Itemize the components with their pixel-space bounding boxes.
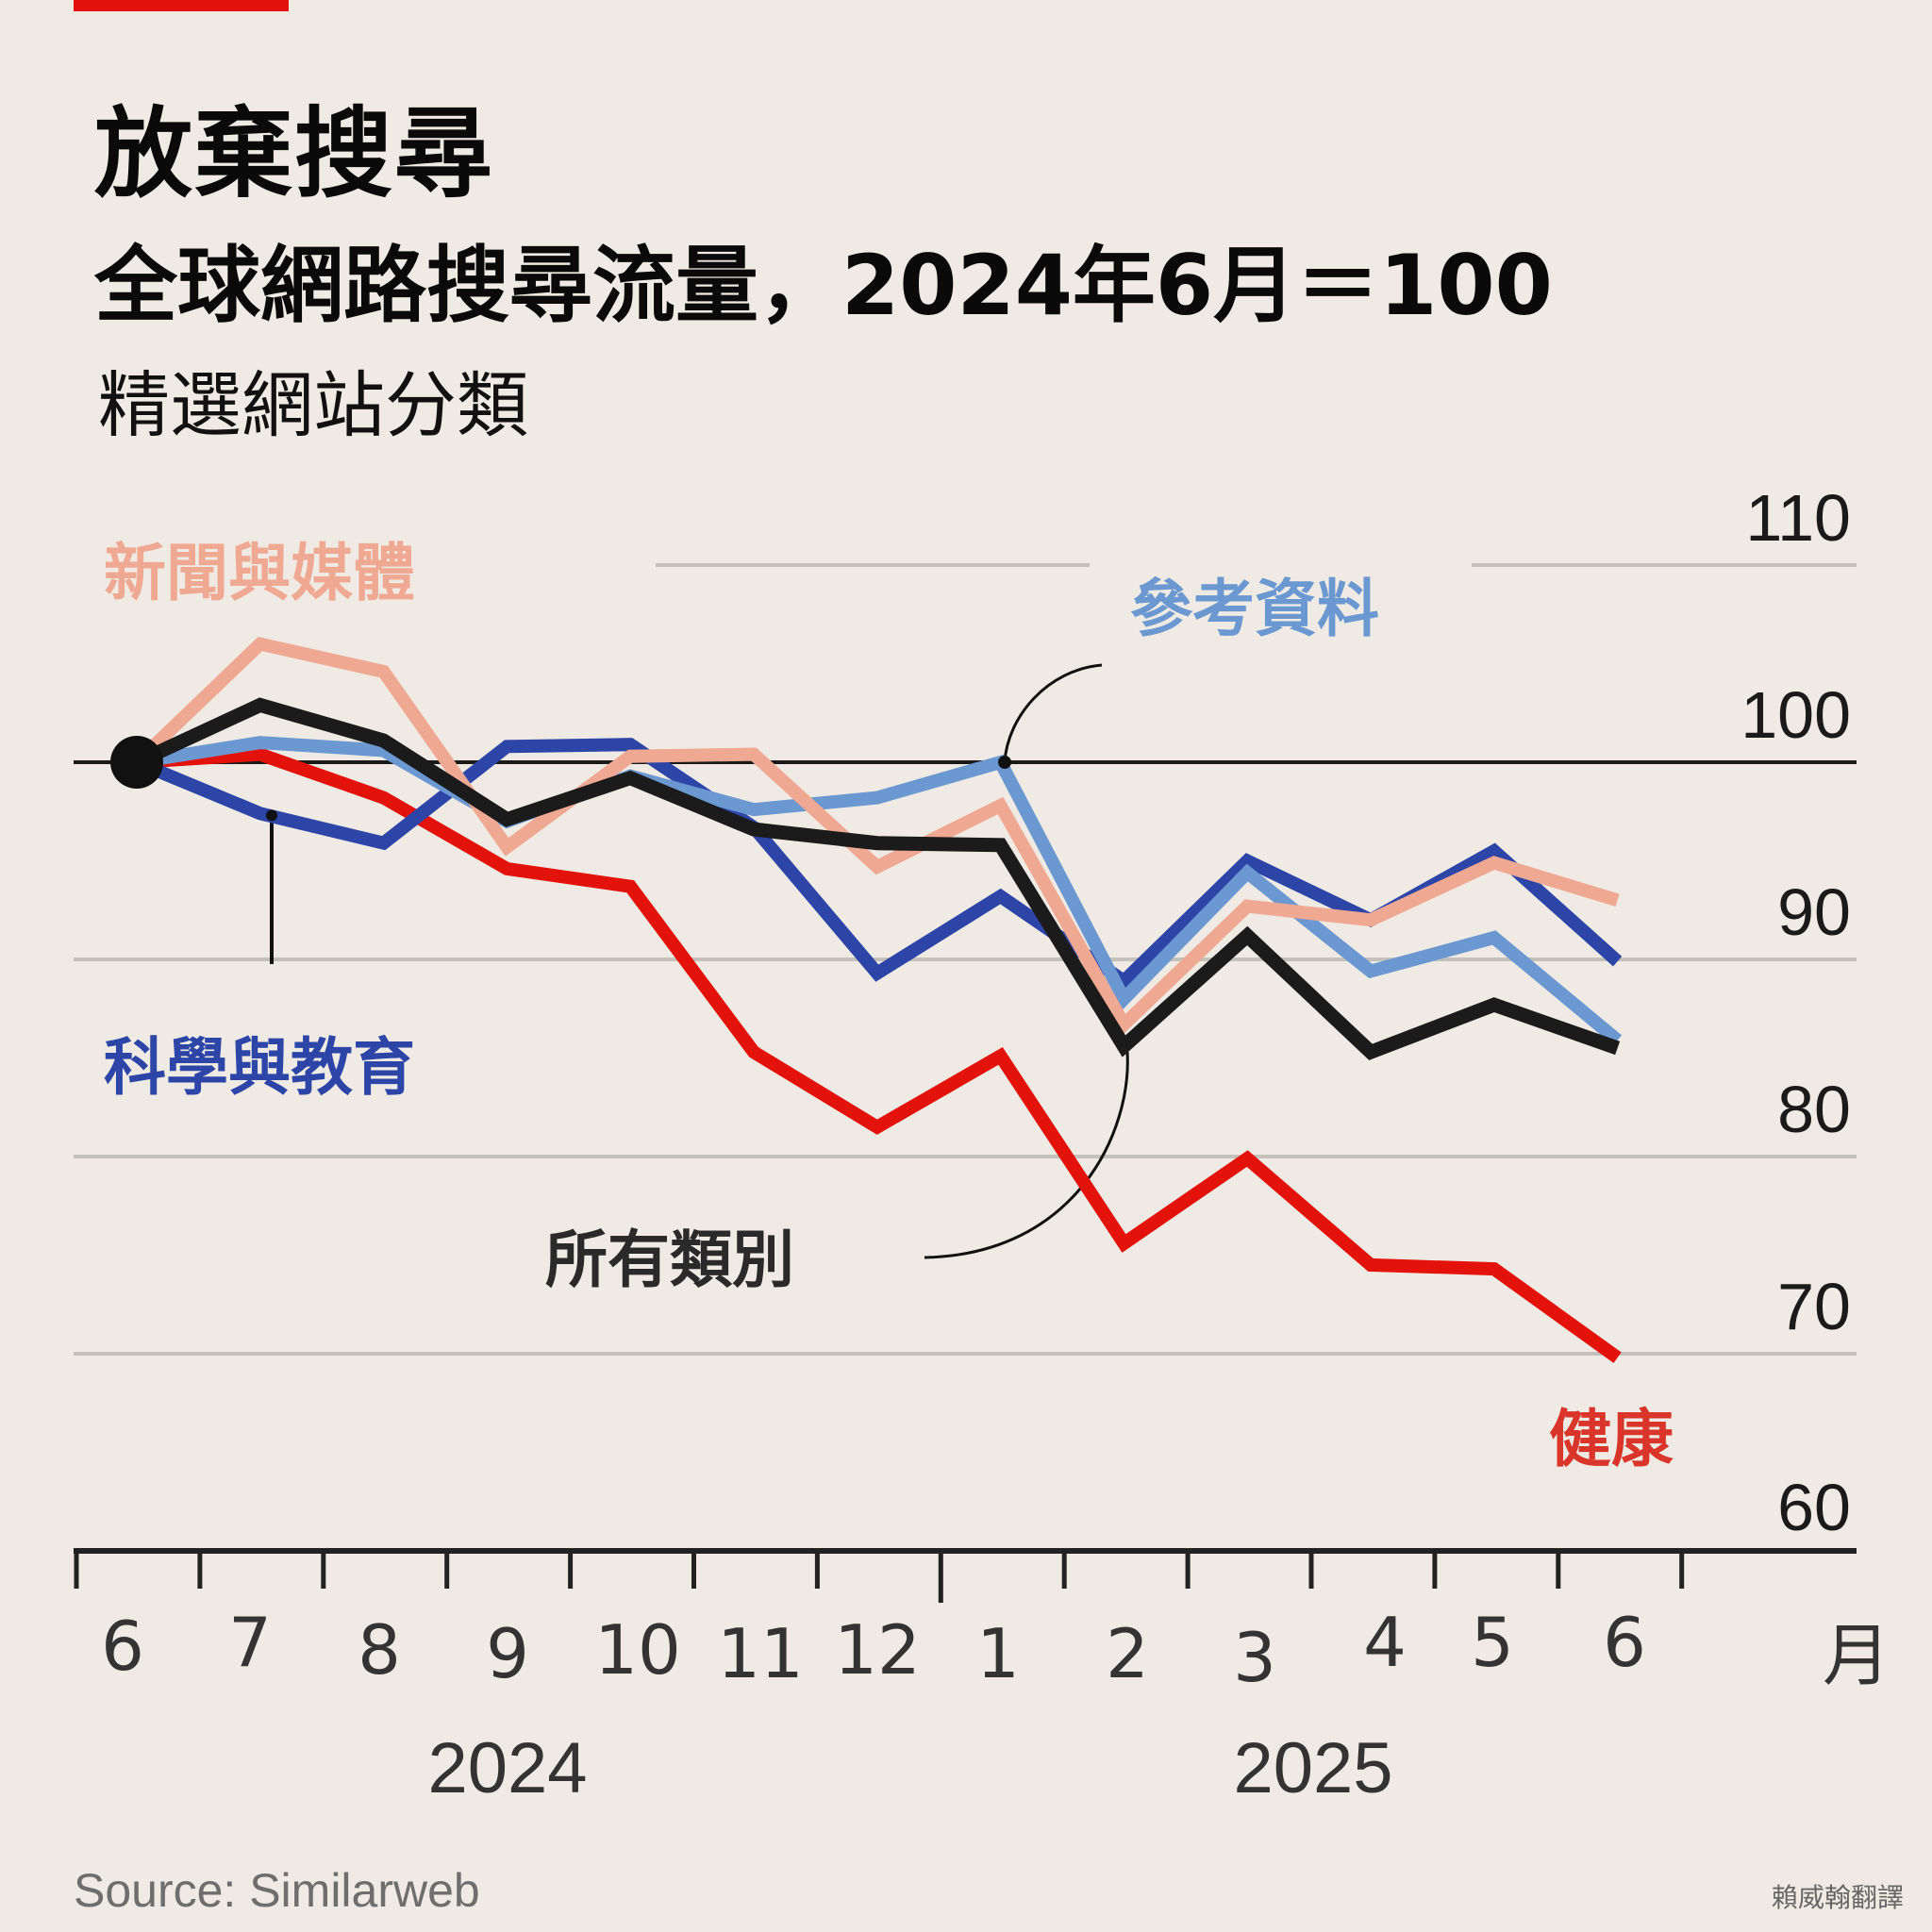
label-reference: 參考資料 xyxy=(1130,573,1379,645)
x-tick-label: 3 xyxy=(1233,1618,1276,1697)
science-anchor-dot xyxy=(266,809,277,822)
x-tick-label: 2 xyxy=(1106,1614,1149,1693)
reference-anchor-dot xyxy=(998,756,1011,769)
x-tick-label: 11 xyxy=(717,1614,804,1693)
series-labels: 新聞與媒體參考資料科學與教育所有類別健康 xyxy=(104,537,1674,1475)
y-tick-label: 90 xyxy=(1777,875,1851,949)
chart-subtitle: 全球網路搜尋流量，2024年6月＝100 xyxy=(94,237,1553,334)
x-tick-label: 6 xyxy=(101,1607,144,1686)
chart-title: 放棄搜尋 xyxy=(94,96,495,211)
start-point-dot xyxy=(110,736,163,789)
year-label-2025: 2025 xyxy=(1233,1728,1392,1808)
y-tick-label: 70 xyxy=(1777,1270,1851,1343)
x-tick-label: 1 xyxy=(976,1614,1020,1693)
source-note: Source: Similarweb xyxy=(74,1864,480,1917)
x-tick-label: 5 xyxy=(1471,1603,1514,1682)
y-tick-label: 100 xyxy=(1740,678,1851,752)
x-tick-label: 9 xyxy=(486,1614,529,1693)
label-science-education: 科學與教育 xyxy=(104,1031,415,1104)
gridlines xyxy=(74,563,1857,1356)
x-tick-label: 12 xyxy=(834,1610,921,1690)
x-unit-label: 月 xyxy=(1823,1616,1890,1695)
series-lines xyxy=(110,636,1623,1363)
label-all-categories: 所有類別 xyxy=(545,1224,794,1296)
year-label-2024: 2024 xyxy=(427,1728,587,1808)
chart-subsubtitle: 精選網站分類 xyxy=(98,363,528,447)
series-line-all xyxy=(133,697,1621,1060)
x-tick-label: 7 xyxy=(228,1603,272,1682)
y-tick-label: 80 xyxy=(1777,1073,1851,1146)
label-news-media: 新聞與媒體 xyxy=(104,537,415,609)
reference-leader-line xyxy=(1003,663,1103,763)
x-tick-label: 4 xyxy=(1363,1603,1407,1682)
y-tick-labels: 70 80 90 100 110 60 xyxy=(1740,481,1851,1544)
y-tick-label: 110 xyxy=(1745,481,1851,555)
label-health: 健康 xyxy=(1549,1403,1674,1475)
x-tick-label: 8 xyxy=(358,1610,401,1690)
brand-bar xyxy=(74,0,289,11)
translator-credit: 賴威翰翻譯 xyxy=(1771,1882,1904,1913)
x-tick-label: 6 xyxy=(1603,1603,1646,1682)
x-tick-label: 10 xyxy=(594,1610,681,1690)
y-tick-label: 60 xyxy=(1777,1471,1851,1544)
